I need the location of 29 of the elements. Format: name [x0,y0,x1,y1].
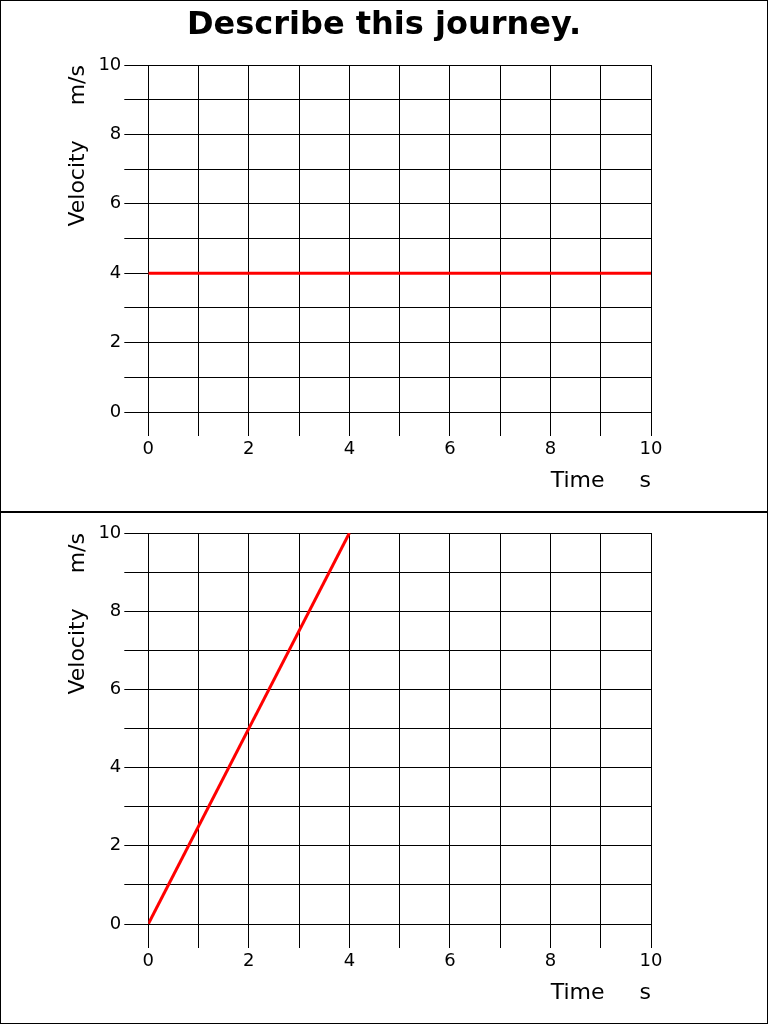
y-tick-label: 10 [98,52,122,74]
y-tick-label: 6 [109,677,122,699]
x-axis-title: Time s [549,978,651,1004]
x-tick-label: 0 [142,437,155,459]
y-axis-title: Velocity m/s [63,65,89,227]
y-tick-label: 2 [109,330,122,352]
x-tick-label: 4 [343,949,356,971]
x-tick-label: 8 [544,437,557,459]
chart-title: Describe this journey. [185,3,583,44]
x-tick-label: 10 [639,437,663,459]
x-tick-label: 2 [243,949,255,971]
y-tick-label: 2 [109,833,122,855]
x-tick-label: 6 [444,437,456,459]
x-tick-label: 2 [243,437,255,459]
y-tick-label: 0 [109,399,122,421]
x-tick-label: 0 [142,949,155,971]
x-tick-label: 6 [444,949,456,971]
y-tick-label: 10 [98,520,122,542]
x-axis-title: Time s [549,466,651,492]
y-tick-label: 4 [109,260,122,282]
y-axis-title: Velocity m/s [63,533,89,695]
x-tick-label: 8 [544,949,557,971]
y-tick-label: 0 [109,911,122,933]
x-tick-label: 4 [343,437,356,459]
y-tick-label: 6 [109,191,122,213]
y-tick-label: 4 [109,755,122,777]
y-tick-label: 8 [109,122,122,144]
x-tick-label: 10 [639,949,663,971]
y-tick-label: 8 [109,598,122,620]
